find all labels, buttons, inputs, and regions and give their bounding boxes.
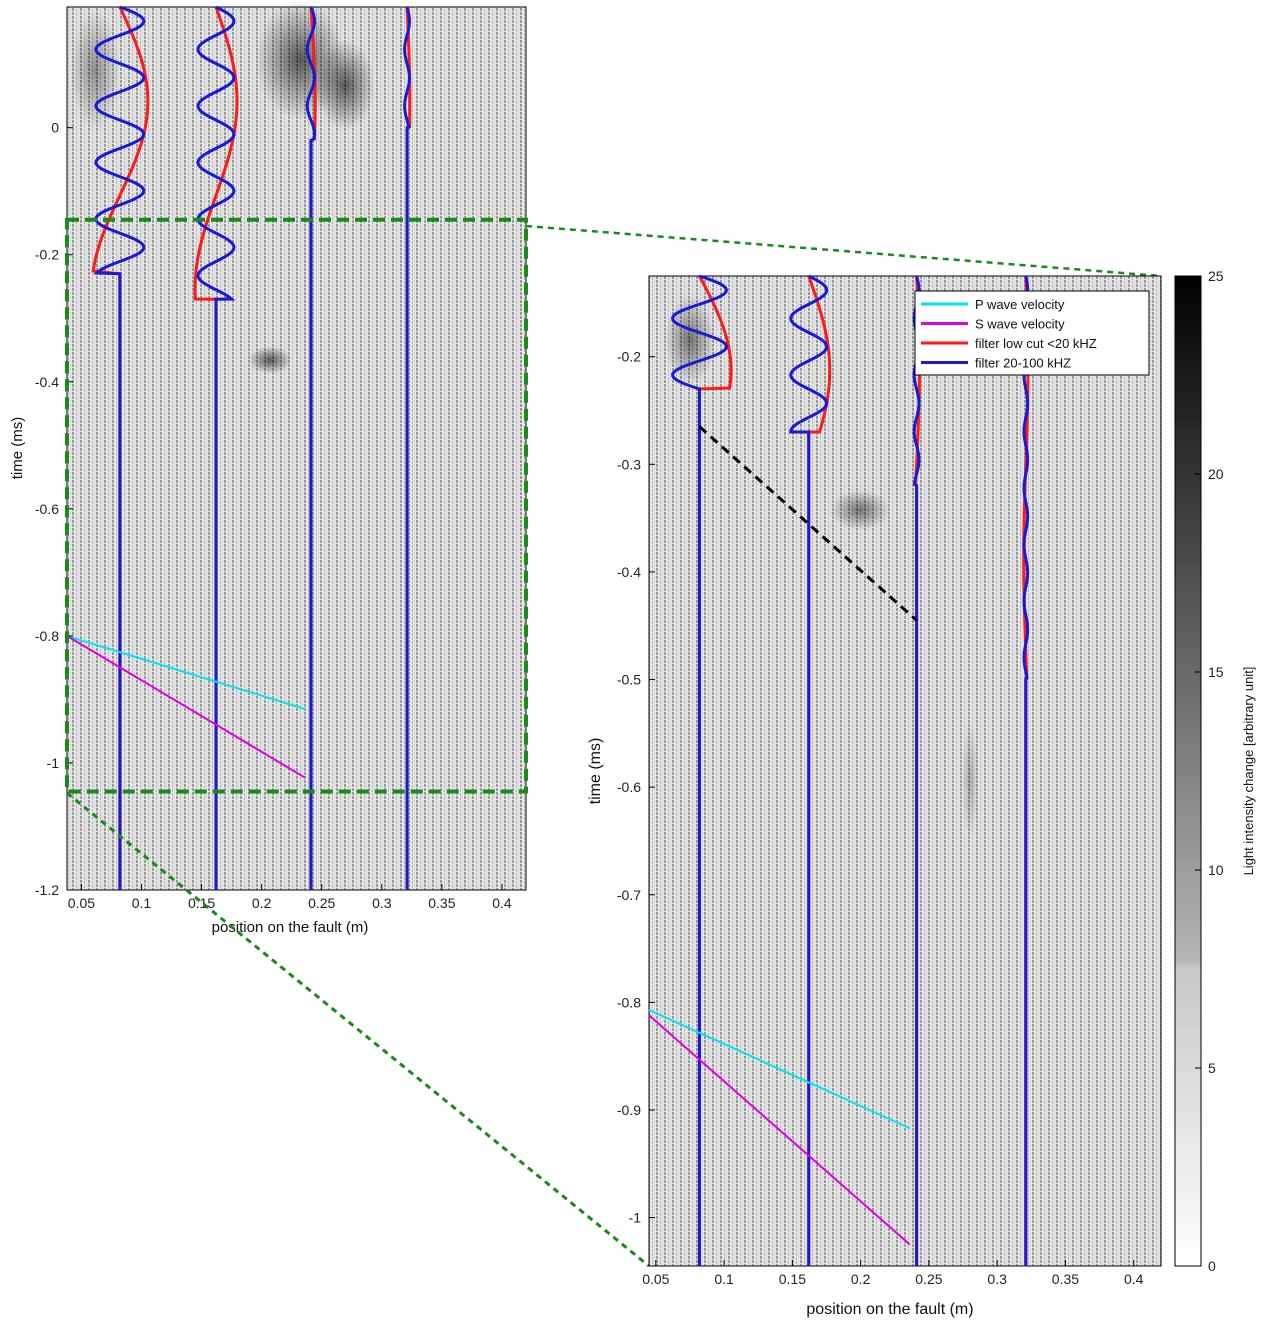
overview-y-tick-label: -0.6 [35,501,59,517]
zoom-x-tick-label: 0.3 [987,1271,1007,1287]
overview-y-tick-label: 0 [51,120,59,136]
legend-entry-label: S wave velocity [975,317,1065,332]
legend-entry-label: P wave velocity [975,297,1065,312]
overview-y-tick-label: -1 [47,755,60,771]
zoom-y-tick-label: -0.2 [617,349,641,365]
zoom-velocity-lines [648,425,918,1246]
overview-panel: 0.05 0.1 0.15 0.2 0.25 0.3 0.35 0.4 0 -0.2 -0.4 -0… [9,0,527,936]
legend-entry-label: filter 20-100 kHZ [975,356,1071,371]
colorbar-tick-label: 25 [1208,268,1224,284]
zoom-lowcut-trace [698,275,733,1266]
zoom-intensity-map [649,276,1161,1266]
overview-x-axis-label: position on the fault (m) [212,919,369,936]
overview-bandpass-trace [196,5,236,890]
colorbar-tick-label: 0 [1208,1258,1216,1274]
zoom-bandpass-trace [789,274,829,1266]
zoom-x-tick-label: 0.05 [642,1271,669,1287]
zoom-y-tick-label: -0.5 [617,672,641,688]
overview-y-tick-label: -0.4 [35,374,59,390]
zoom-connector-bottom [66,791,650,1268]
zoom-y-tick-label: -1 [629,1210,642,1226]
zoom-frame [648,275,1162,1267]
overview-lowcut-trace [193,6,239,890]
zoom-y-tick-label: -0.6 [617,779,641,795]
colorbar-label: Light intensity change [arbitrary unit] [1241,667,1256,876]
zoom-y-tick-label: -0.7 [617,887,641,903]
zoom-x-axis-label: position on the fault (m) [806,1301,973,1318]
overview-y-tick-label: -1.2 [35,882,59,898]
colorbar-tick-label: 15 [1208,664,1224,680]
overview-x-tick-label: 0.25 [308,895,335,911]
colorbar-tick-label: 20 [1208,466,1224,482]
overview-x-tick-label: 0.2 [252,895,272,911]
zoom-x-tick-label: 0.4 [1124,1271,1144,1287]
zoom-x-ticks: 0.05 0.1 0.15 0.2 0.25 0.3 0.35 0.4 [642,1260,1144,1287]
overview-intensity-map [67,7,526,890]
zoom-y-axis-label: time (ms) [587,738,604,805]
overview-bandpass-trace [93,5,146,890]
legend-entry-label: filter low cut <20 kHZ [975,336,1097,351]
overview-sensor-traces [91,5,412,890]
overview-y-ticks: 0 -0.2 -0.4 -0.6 -0.8 -1 -1.2 [35,120,73,898]
zoom-front-line [698,425,918,622]
overview-x-tick-label: 0.15 [188,895,215,911]
overview-velocity-lines [66,634,306,779]
overview-y-axis-label: time (ms) [9,417,26,480]
overview-y-tick-label: -0.2 [35,247,59,263]
overview-x-tick-label: 0.05 [68,895,95,911]
colorbar: 0 5 10 15 20 25 Light intensity change [arbit… [1174,268,1256,1274]
zoom-panel: 0.05 0.1 0.15 0.2 0.25 0.3 0.35 0.4 -0.2-0.3-0.… [587,274,1162,1318]
overview-s-wave-velocity-line [66,635,306,779]
overview-lowcut-trace [91,6,150,890]
zoom-y-tick-label: -0.8 [617,994,641,1010]
colorbar-tick-label: 5 [1208,1060,1216,1076]
overview-p-wave-velocity-line [66,634,306,710]
zoom-x-tick-label: 0.25 [915,1271,942,1287]
zoom-y-tick-label: -0.3 [617,456,641,472]
overview-y-tick-label: -0.8 [35,628,59,644]
legend: P wave velocity S wave velocity filter low… [914,290,1150,376]
overview-x-tick-label: 0.3 [372,895,392,911]
overview-x-tick-label: 0.1 [132,895,152,911]
zoom-x-tick-label: 0.2 [851,1271,871,1287]
colorbar-ticks: 0 5 10 15 20 25 [1195,268,1224,1274]
zoom-dark-regions [665,295,978,840]
overview-bandpass-trace [403,6,411,890]
colorbar-tick-label: 10 [1208,862,1224,878]
zoom-connector-top [525,224,1162,278]
zoom-p-wave-velocity-line [648,1008,911,1130]
zoom-box [65,217,528,794]
zoom-y-tick-label: -0.9 [617,1102,641,1118]
zoom-x-tick-label: 0.35 [1052,1271,1079,1287]
zoom-lowcut-trace [807,275,832,1266]
overview-x-tick-label: 0.4 [492,895,512,911]
overview-x-tick-label: 0.35 [428,895,455,911]
zoom-y-tick-label: -0.4 [617,564,641,580]
zoom-bandpass-trace [670,274,729,1266]
overview-x-ticks: 0.05 0.1 0.15 0.2 0.25 0.3 0.35 0.4 [68,884,512,911]
zoom-x-tick-label: 0.1 [714,1271,734,1287]
zoom-x-tick-label: 0.15 [779,1271,806,1287]
colorbar-gradient [1174,275,1202,1267]
zoom-s-wave-velocity-line [648,1014,911,1246]
overview-bandpass-trace [305,6,317,890]
zoom-indicator [65,217,1162,1268]
zoom-y-ticks: -0.2 -0.3 -0.4 -0.5 -0.6 -0.7 -0.8 -0.9 -1 [617,349,655,1226]
